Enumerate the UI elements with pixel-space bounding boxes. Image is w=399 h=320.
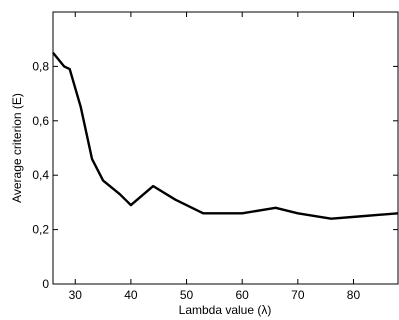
series-line — [52, 52, 399, 220]
x-axis-ticks: 30 40 50 60 70 80 — [69, 12, 361, 302]
x-tick-label: 80 — [347, 288, 361, 302]
y-tick-label: 0 — [42, 277, 49, 291]
y-axis-title: Average criterion (E) — [10, 93, 24, 203]
x-tick-label: 60 — [236, 288, 250, 302]
x-tick-label: 50 — [180, 288, 194, 302]
y-tick-label: 0,2 — [32, 223, 49, 237]
x-tick-label: 70 — [291, 288, 305, 302]
y-tick-label: 0,6 — [32, 114, 49, 128]
y-tick-label: 0,8 — [32, 59, 49, 73]
x-tick-label: 40 — [124, 288, 138, 302]
y-tick-label: 0,4 — [32, 168, 49, 182]
x-axis-title: Lambda value (λ) — [179, 303, 272, 317]
plot-area — [52, 11, 399, 285]
x-tick-label: 30 — [69, 288, 83, 302]
y-axis-ticks: 0 0,2 0,4 0,6 0,8 — [32, 59, 398, 291]
